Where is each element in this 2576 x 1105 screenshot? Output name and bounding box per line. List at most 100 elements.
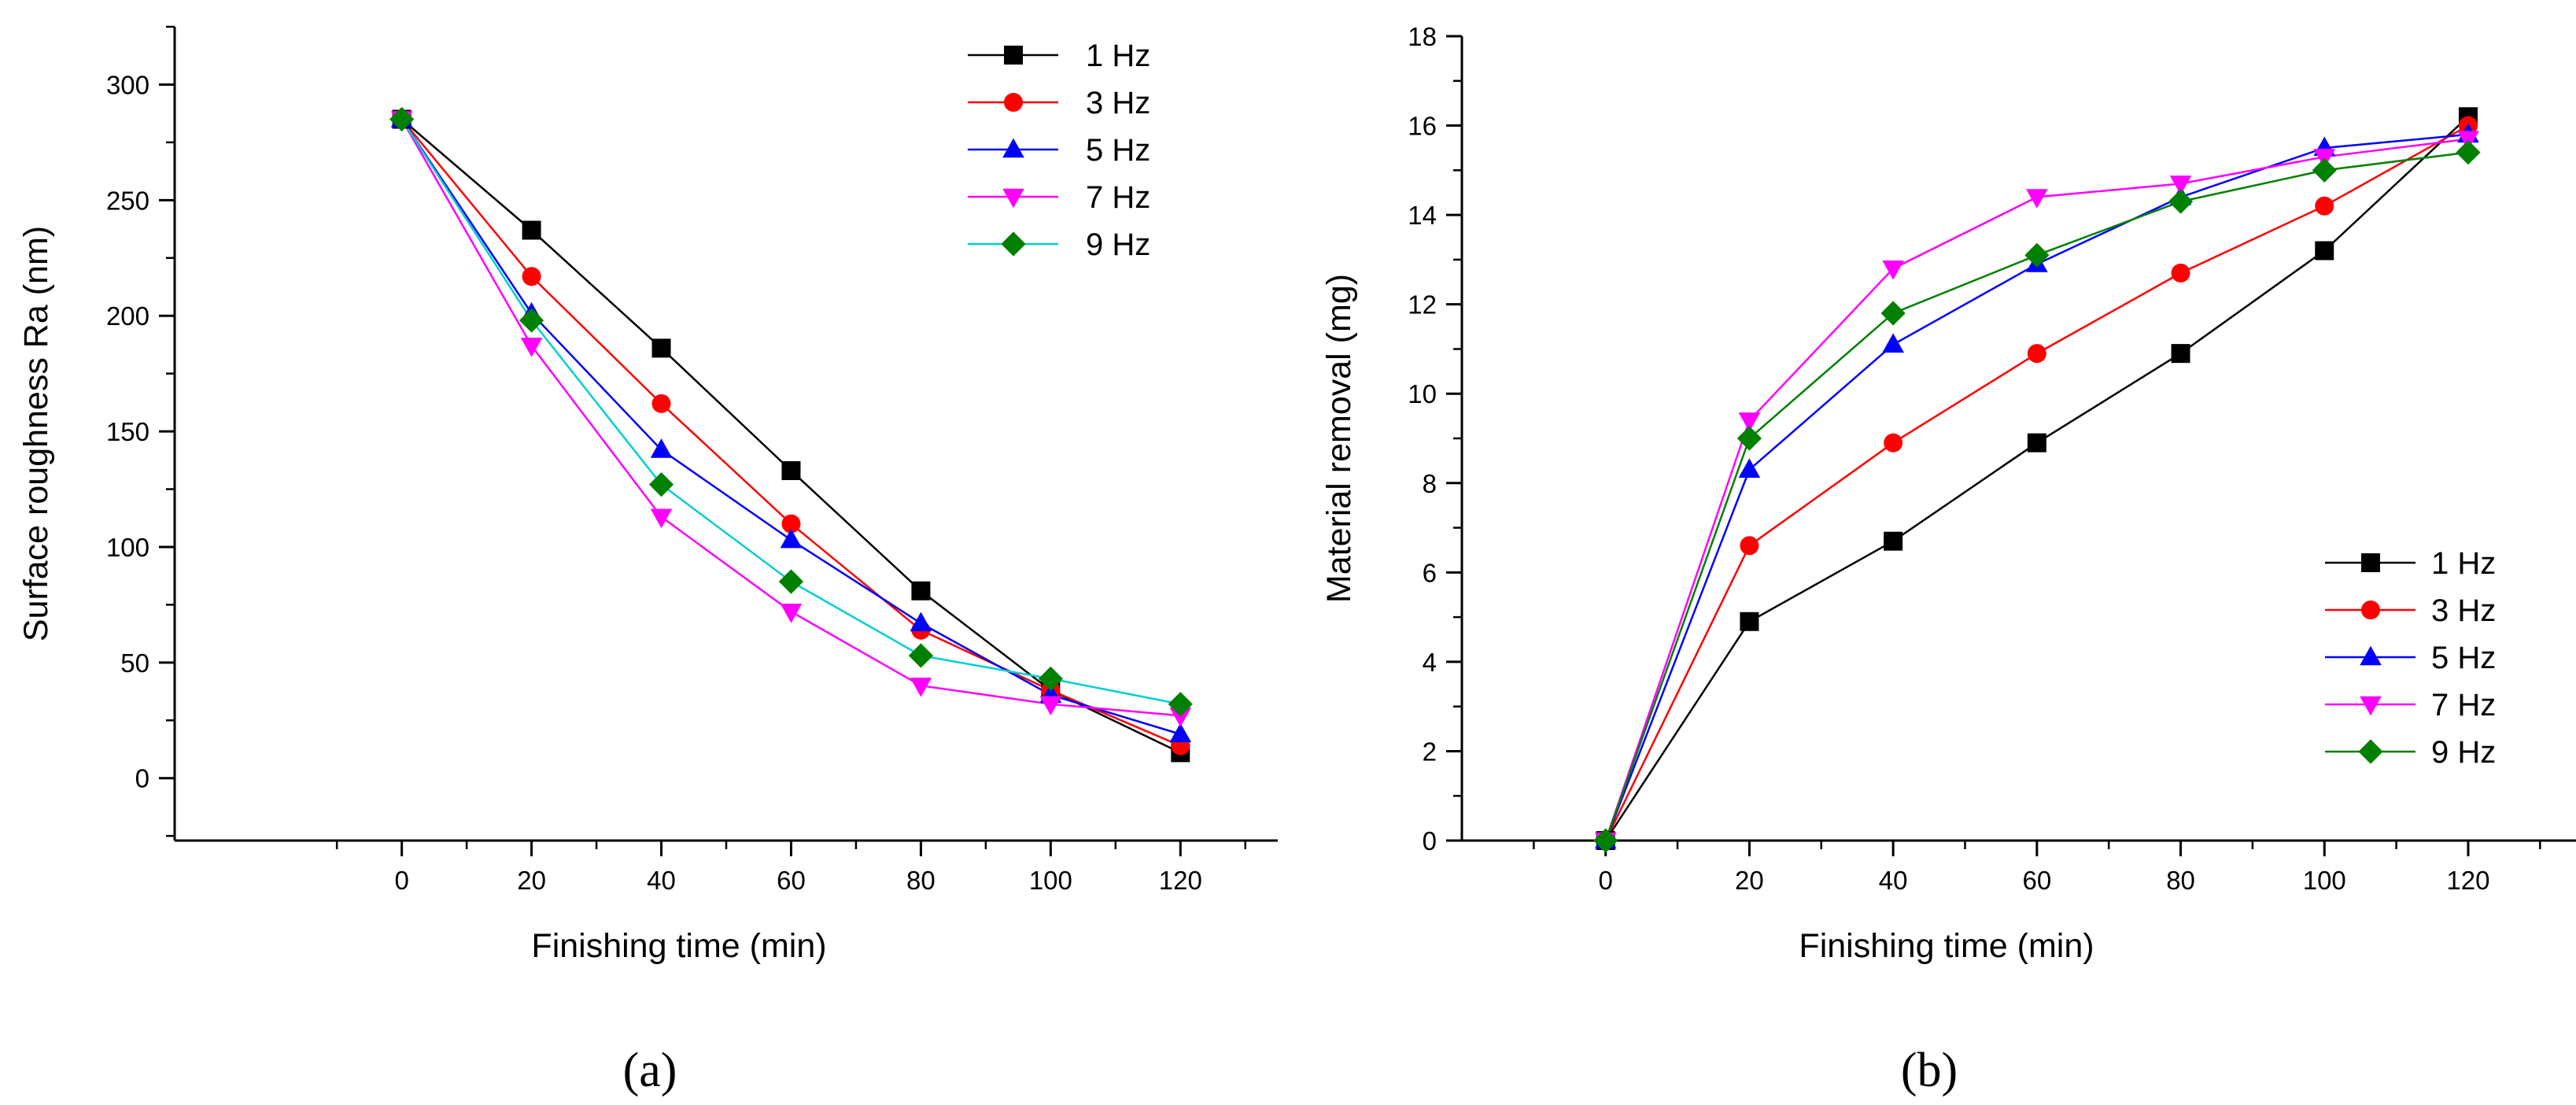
series-line-5hz <box>400 118 1181 736</box>
legend-marker <box>1001 231 1026 257</box>
data-point-9hz <box>1593 828 1618 853</box>
y-tick-label: 0 <box>135 764 149 793</box>
y-tick-label: 100 <box>106 533 149 562</box>
data-point-1hz <box>651 338 671 358</box>
panel-label-a: (a) <box>623 1044 677 1097</box>
data-point-9hz <box>1880 301 1906 326</box>
series-line-7hz <box>400 118 1181 717</box>
legend-marker <box>1002 138 1024 158</box>
data-point-7hz <box>1169 708 1192 727</box>
data-point-1hz <box>2315 241 2334 261</box>
data-point-9hz <box>648 472 674 497</box>
x-tick-label: 80 <box>906 866 936 895</box>
data-point-9hz <box>2168 189 2194 214</box>
data-point-7hz <box>1738 412 1761 432</box>
y-tick-label: 250 <box>106 186 149 215</box>
legend-label: 9 Hz <box>2431 735 2496 770</box>
data-point-5hz <box>910 612 932 632</box>
data-point-9hz <box>2312 157 2337 183</box>
legend-marker <box>1002 188 1024 209</box>
series-line-5hz <box>1604 133 2469 841</box>
data-point-7hz <box>780 603 803 623</box>
data-point-1hz <box>911 581 931 601</box>
data-point-7hz <box>1039 696 1062 716</box>
x-tick-label: 20 <box>517 866 546 895</box>
legend-label: 3 Hz <box>2431 593 2496 628</box>
y-axis-title: Surface roughness Ra (nm) <box>17 226 55 641</box>
data-point-3hz <box>2027 344 2046 364</box>
data-point-3hz <box>2315 196 2334 216</box>
data-point-7hz <box>910 677 932 697</box>
legend-label: 3 Hz <box>1086 86 1150 120</box>
chart-panel-b: 0 20 40 60 80 100 120 0 2 4 6 8 10 12 14 16 18 Finishing … <box>1320 22 2576 965</box>
legend-label: 5 Hz <box>1086 133 1150 168</box>
legend-label: 9 Hz <box>1086 227 1150 262</box>
y-tick-label: 8 <box>1423 469 1437 498</box>
data-point-3hz <box>781 514 801 534</box>
chart-panel-a: 0 20 40 60 80 100 120 0 50 100 150 200 250 300 Finishi… <box>17 25 1278 965</box>
data-point-1hz <box>1884 531 1903 551</box>
data-point-7hz <box>520 338 543 357</box>
data-point-1hz <box>522 220 541 240</box>
y-tick-label: 200 <box>106 301 149 331</box>
legend-marker <box>2360 696 2382 716</box>
series-line-3hz <box>400 118 1181 747</box>
y-tick-label: 50 <box>120 649 149 678</box>
data-point-3hz <box>651 394 671 413</box>
series-line-1hz <box>400 118 1181 754</box>
y-tick-label: 18 <box>1408 22 1437 51</box>
data-point-9hz <box>908 643 934 668</box>
y-axis-title: Material removal (mg) <box>1320 274 1358 603</box>
legend-label: 7 Hz <box>2431 688 2496 722</box>
x-tick-label: 80 <box>2166 866 2195 895</box>
data-point-5hz <box>1738 458 1761 478</box>
y-tick-label: 2 <box>1423 737 1437 766</box>
panel-label-b: (b) <box>1901 1044 1958 1097</box>
x-axis-title: Finishing time (min) <box>1799 927 2094 965</box>
legend-marker <box>2360 645 2382 666</box>
data-point-9hz <box>519 308 544 333</box>
data-point-9hz <box>2456 140 2481 165</box>
data-point-1hz <box>1740 612 1759 631</box>
y-tick-label: 16 <box>1408 112 1437 141</box>
data-point-5hz <box>780 528 803 549</box>
legend-marker <box>1004 93 1023 112</box>
legend-marker <box>2358 739 2383 764</box>
legend-marker <box>2361 601 2380 619</box>
data-point-9hz <box>389 106 415 132</box>
x-tick-label: 100 <box>2303 866 2346 895</box>
legend-marker <box>2361 553 2380 572</box>
data-point-1hz <box>2171 344 2190 364</box>
x-tick-label: 60 <box>777 866 806 895</box>
legend-label: 1 Hz <box>1086 39 1150 73</box>
y-tick-label: 0 <box>1423 826 1437 856</box>
y-tick-label: 10 <box>1408 379 1437 408</box>
x-tick-label: 40 <box>647 866 676 895</box>
series-line-3hz <box>1604 124 2469 841</box>
x-axis-title: Finishing time (min) <box>531 927 826 965</box>
y-tick-label: 300 <box>106 70 149 99</box>
y-tick-label: 12 <box>1408 290 1437 320</box>
data-point-1hz <box>781 461 801 480</box>
y-tick-label: 150 <box>106 417 149 446</box>
data-point-9hz <box>1736 426 1762 451</box>
data-point-5hz <box>1169 722 1192 743</box>
data-point-3hz <box>2171 263 2190 283</box>
data-point-9hz <box>1038 666 1063 691</box>
data-point-9hz <box>1168 692 1193 717</box>
x-tick-label: 100 <box>1029 866 1072 895</box>
data-point-7hz <box>2169 176 2192 195</box>
y-tick-label: 14 <box>1408 201 1437 230</box>
x-tick-label: 20 <box>1735 866 1764 895</box>
data-point-5hz <box>650 438 673 458</box>
data-point-9hz <box>2024 242 2050 268</box>
data-point-9hz <box>778 569 804 594</box>
x-tick-label: 0 <box>1599 866 1613 895</box>
data-point-7hz <box>2026 189 2048 209</box>
legend-label: 7 Hz <box>1086 180 1150 215</box>
data-point-7hz <box>1882 261 1904 280</box>
data-point-3hz <box>1740 536 1759 556</box>
data-point-7hz <box>650 508 673 529</box>
y-tick-label: 4 <box>1423 648 1437 677</box>
data-point-1hz <box>2027 433 2046 453</box>
